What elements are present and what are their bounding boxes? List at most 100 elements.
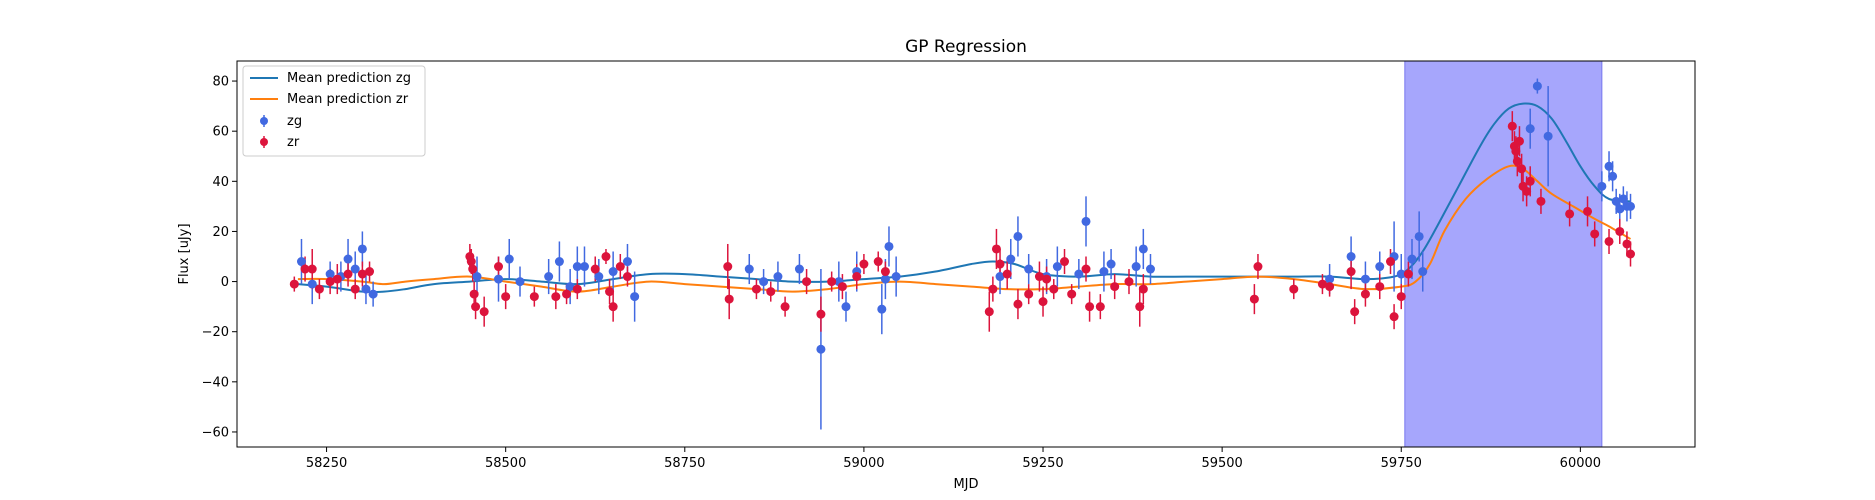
point-zr-60 — [1138, 284, 1148, 294]
point-zr-31 — [766, 287, 776, 297]
point-zr-59 — [1135, 302, 1145, 312]
point-zr-47 — [1024, 289, 1034, 299]
xtick-label-59250: 59250 — [1022, 456, 1063, 471]
legend: Mean prediction zg Mean prediction zr zg… — [242, 65, 426, 157]
point-zr-20 — [562, 289, 572, 299]
ytick-label-0: 0 — [221, 275, 229, 290]
point-zg-39 — [1052, 262, 1062, 272]
point-zr-8 — [357, 269, 367, 279]
point-zr-18 — [529, 292, 539, 302]
point-zg-43 — [1106, 259, 1116, 269]
point-zg-50 — [1375, 262, 1385, 272]
point-zg-13 — [544, 272, 554, 282]
point-zr-88 — [1615, 226, 1625, 236]
point-zr-46 — [1013, 299, 1023, 309]
ytick-label--40: −40 — [202, 375, 229, 390]
point-zg-19 — [608, 267, 618, 277]
point-zg-12 — [515, 277, 525, 287]
point-zr-11 — [466, 257, 476, 267]
xtick-label-59750: 59750 — [1381, 456, 1422, 471]
point-zg-63 — [1615, 204, 1625, 214]
point-zg-47 — [1325, 274, 1335, 284]
point-zr-17 — [501, 292, 511, 302]
ytick-label--60: −60 — [202, 425, 229, 440]
point-zr-66 — [1346, 267, 1356, 277]
point-zg-4 — [343, 254, 353, 264]
point-zr-85 — [1583, 206, 1593, 216]
point-zr-12 — [468, 264, 478, 274]
point-zr-1 — [300, 264, 310, 274]
point-zr-74 — [1507, 121, 1517, 131]
point-zr-71 — [1389, 312, 1399, 322]
point-zg-18 — [594, 272, 604, 282]
xtick-label-58750: 58750 — [664, 456, 705, 471]
ytick-label-80: 80 — [212, 75, 229, 90]
point-zr-67 — [1350, 307, 1360, 317]
point-zr-48 — [1034, 272, 1044, 282]
point-zr-57 — [1110, 282, 1120, 292]
point-zr-0 — [289, 279, 299, 289]
point-zr-45 — [1002, 269, 1012, 279]
point-zg-21 — [630, 292, 640, 302]
point-zr-68 — [1360, 289, 1370, 299]
point-zr-15 — [479, 307, 489, 317]
point-zr-54 — [1081, 264, 1091, 274]
point-zr-73 — [1403, 269, 1413, 279]
point-zg-11 — [504, 254, 514, 264]
point-zr-33 — [802, 277, 812, 287]
point-zr-63 — [1289, 284, 1299, 294]
point-zg-41 — [1081, 216, 1091, 226]
point-zg-49 — [1360, 274, 1370, 284]
point-zr-56 — [1095, 302, 1105, 312]
point-zg-28 — [841, 302, 851, 312]
point-zr-28 — [723, 262, 733, 272]
point-zg-25 — [794, 264, 804, 274]
point-zg-24 — [773, 272, 783, 282]
point-zr-83 — [1536, 196, 1546, 206]
x-axis-label: MJD — [953, 477, 978, 492]
point-zg-58 — [1543, 131, 1553, 141]
point-zr-77 — [1512, 156, 1522, 166]
point-zr-9 — [365, 267, 375, 277]
point-zg-16 — [572, 262, 582, 272]
point-zr-4 — [325, 277, 335, 287]
point-zr-7 — [350, 284, 360, 294]
point-zg-31 — [880, 274, 890, 284]
point-zg-57 — [1532, 81, 1542, 91]
point-zr-51 — [1049, 284, 1059, 294]
xtick-label-59000: 59000 — [843, 456, 884, 471]
point-zg-34 — [995, 272, 1005, 282]
xtick-label-59500: 59500 — [1201, 456, 1242, 471]
data-points — [289, 81, 1636, 354]
point-zr-14 — [471, 302, 481, 312]
point-zg-52 — [1396, 269, 1406, 279]
xtick-label-58500: 58500 — [485, 456, 526, 471]
point-zr-43 — [991, 244, 1001, 254]
point-zg-54 — [1414, 231, 1424, 241]
point-zg-7 — [361, 284, 371, 294]
point-zg-44 — [1131, 262, 1141, 272]
legend-label-zr-line: Mean prediction zr — [287, 92, 409, 107]
point-zr-6 — [343, 269, 353, 279]
point-zr-25 — [608, 302, 618, 312]
point-zg-2 — [325, 269, 335, 279]
point-zr-89 — [1622, 239, 1632, 249]
legend-box — [242, 65, 426, 157]
point-zr-19 — [551, 292, 561, 302]
point-zg-32 — [884, 241, 894, 251]
point-zg-37 — [1024, 264, 1034, 274]
point-zr-2 — [307, 264, 317, 274]
point-zr-27 — [622, 272, 632, 282]
point-zr-41 — [984, 307, 994, 317]
point-zr-44 — [995, 259, 1005, 269]
y-axis-ticks: −60 −40 −20 0 20 40 60 80 — [202, 75, 237, 440]
point-zr-34 — [816, 309, 826, 319]
point-zg-0 — [296, 257, 306, 267]
point-zr-81 — [1522, 186, 1532, 196]
point-zr-82 — [1525, 176, 1535, 186]
y-axis-label: Flux [uJy] — [177, 223, 192, 284]
point-zr-62 — [1253, 262, 1263, 272]
point-zr-24 — [605, 287, 615, 297]
point-zr-22 — [590, 264, 600, 274]
point-zg-35 — [1006, 254, 1016, 264]
